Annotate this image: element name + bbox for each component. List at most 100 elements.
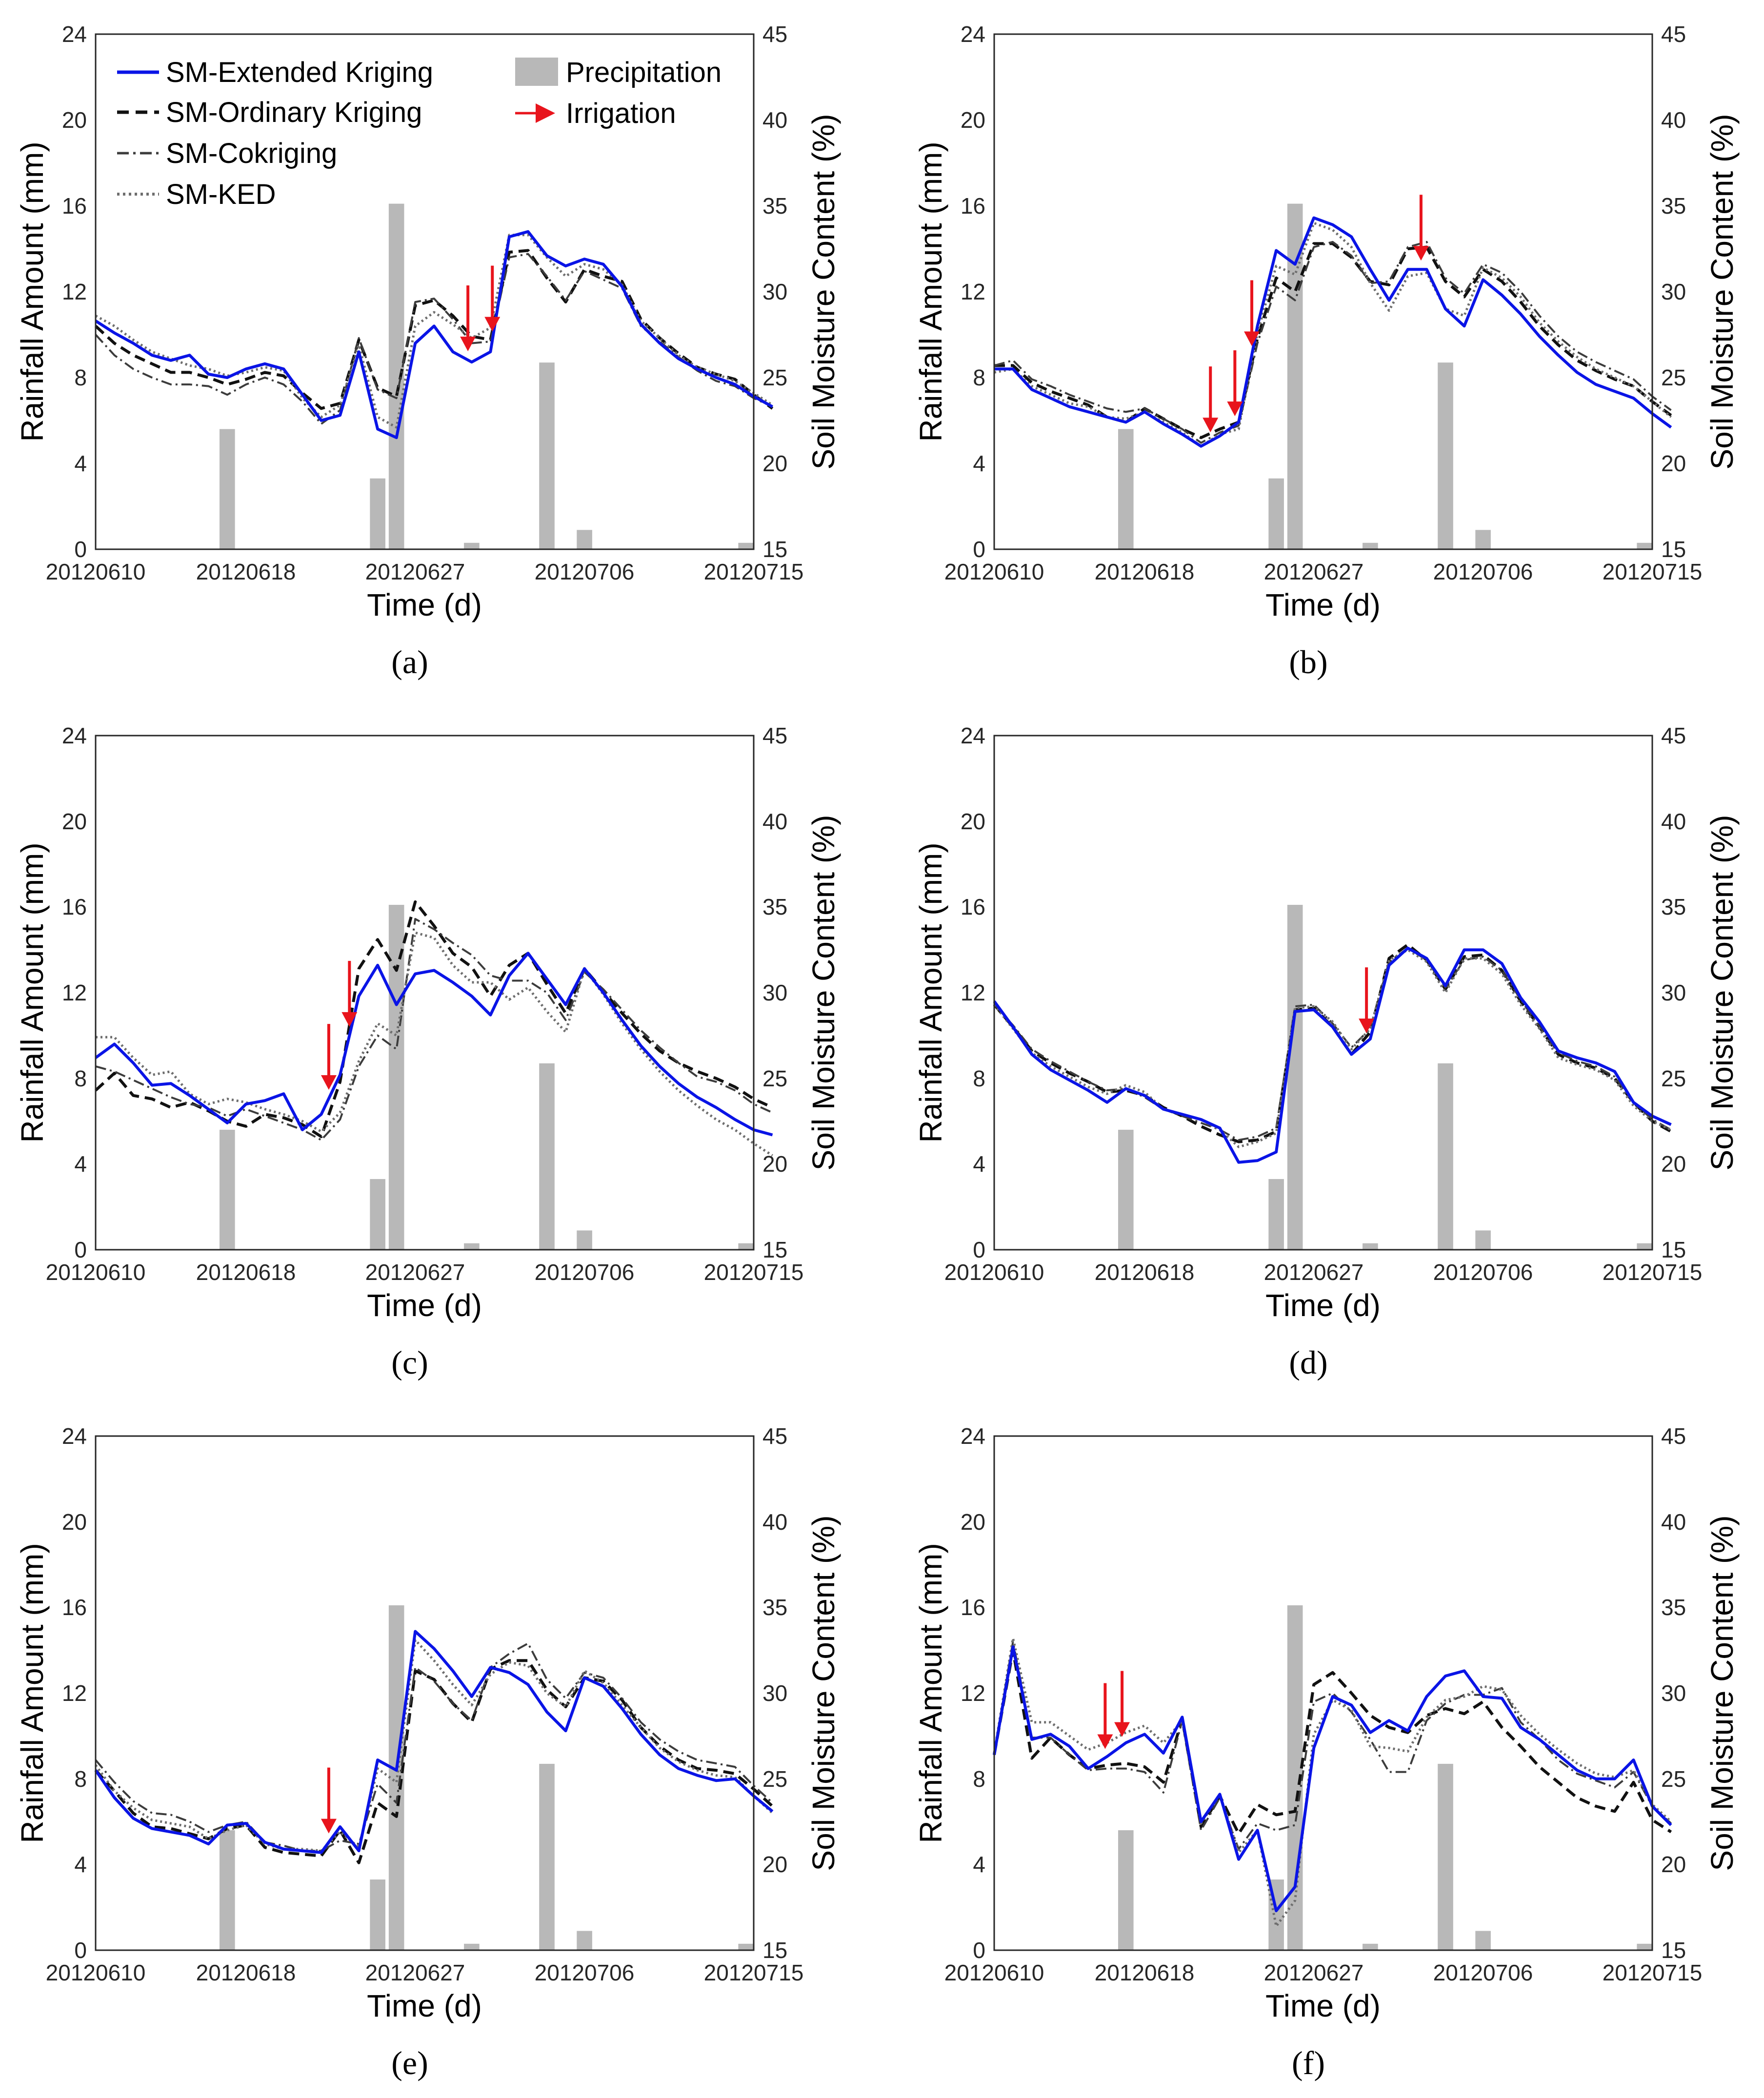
irrigation-arrow-head — [460, 337, 476, 352]
panel-d-bars — [1118, 904, 1652, 1250]
series-line-cokriging — [95, 1642, 773, 1852]
series-line-ordinary — [993, 943, 1672, 1143]
panel-b-frame — [993, 33, 1653, 550]
panel-f-right-tick: 40 — [1661, 1509, 1686, 1535]
panel-f-left-tick: 0 — [973, 1938, 985, 1963]
legend-swatch-precip — [515, 58, 558, 86]
panel-a-x-tick: 20120618 — [196, 559, 296, 584]
panel-a-caption: (a) — [391, 643, 428, 680]
panel-c-x-tick: 20120706 — [535, 1259, 635, 1285]
panel-c-left-label: Rainfall Amount (mm) — [15, 842, 50, 1142]
panel-c-right-label: Soil Moisture Content (%) — [806, 815, 841, 1170]
panel-c-arrows — [321, 960, 358, 1090]
panel-d-left-tick: 4 — [973, 1151, 985, 1177]
series-line-ked — [993, 1637, 1672, 1928]
panel-d-x-tick: 20120706 — [1433, 1259, 1533, 1285]
panel-f-caption: (f) — [1292, 2044, 1325, 2081]
irrigation-arrow-head — [1097, 1734, 1113, 1749]
precip-bar — [464, 1943, 480, 1950]
panel-e-right-tick: 15 — [762, 1938, 787, 1963]
panel-d-left-tick: 24 — [961, 723, 985, 748]
precip-bar — [1438, 1763, 1453, 1950]
panel-b-arrows — [1203, 195, 1429, 433]
panel-f-left-tick: 12 — [961, 1680, 985, 1706]
precip-bar — [1268, 1179, 1284, 1250]
panel-d-right-tick: 45 — [1661, 723, 1686, 748]
panel-b-right-tick: 40 — [1661, 107, 1686, 133]
panel-e-left-tick: 24 — [62, 1423, 87, 1449]
panel-f-left-tick: 24 — [961, 1423, 985, 1449]
panel-f-lines — [993, 1637, 1672, 1928]
precip-bar — [464, 1243, 480, 1250]
precip-bar — [219, 429, 235, 549]
series-line-ordinary — [94, 249, 774, 410]
panel-d-right-tick: 25 — [1661, 1066, 1686, 1091]
panel-e-right-tick: 45 — [762, 1423, 787, 1449]
panel-d-right-label: Soil Moisture Content (%) — [1704, 815, 1740, 1170]
irrigation-arrow-head — [321, 1818, 337, 1834]
panel-c-right-tick: 45 — [762, 723, 787, 748]
panel-d-caption: (d) — [1289, 1344, 1327, 1381]
series-line-extended — [94, 1630, 774, 1854]
panel-a-right-tick: 15 — [762, 537, 787, 562]
series-line-ordinary — [994, 242, 1672, 440]
precip-bar — [1363, 542, 1378, 549]
irrigation-arrow-head — [1244, 331, 1260, 346]
panel-d-right-tick: 30 — [1661, 980, 1686, 1005]
panel-a-bars — [219, 203, 754, 550]
panel-e-left-label: Rainfall Amount (mm) — [15, 1543, 50, 1843]
panel-e-right-label: Soil Moisture Content (%) — [806, 1515, 841, 1871]
panel-f-right-tick: 30 — [1661, 1680, 1686, 1706]
series-line-extended — [95, 952, 773, 1137]
panel-c-right-tick: 20 — [762, 1151, 787, 1177]
panel-e-right-tick: 25 — [762, 1766, 787, 1792]
legend: SM-Extended Kriging SM-Ordinary Kriging … — [117, 57, 722, 210]
panel-e-right-ticks: 15 20 25 30 35 40 45 — [762, 1423, 787, 1963]
panel-d-left-tick: 12 — [961, 980, 985, 1005]
precip-bar — [539, 1763, 555, 1950]
panel-b-left-tick: 8 — [973, 365, 985, 390]
panel-b-right-tick: 30 — [1661, 279, 1686, 304]
panel-e-bars — [219, 1605, 754, 1950]
panel-d-x-tick: 20120627 — [1264, 1259, 1364, 1285]
panel-e-arrows — [321, 1767, 337, 1834]
panel-b-left-tick: 0 — [973, 537, 985, 562]
panel-f-right-ticks: 15 20 25 30 35 40 45 — [1661, 1423, 1686, 1963]
panel-d-lines — [993, 943, 1672, 1164]
panel-f-right-tick: 20 — [1661, 1852, 1686, 1877]
panel-d-arrows — [1359, 967, 1375, 1034]
panel-a-right-ticks: 15 20 25 30 35 40 45 — [762, 21, 787, 562]
irrigation-arrow-head — [1359, 1019, 1375, 1034]
precip-bar — [388, 1605, 404, 1950]
panel-a-lines — [94, 230, 774, 440]
panel-d-x-tick: 20120618 — [1095, 1259, 1195, 1285]
panel-a-left-tick: 8 — [74, 365, 87, 390]
series-line-extended — [993, 946, 1672, 1164]
panel-a-x-tick: 20120610 — [46, 559, 146, 584]
panel-d-left-tick: 0 — [973, 1237, 985, 1262]
panel-a-left-tick: 12 — [62, 279, 87, 304]
panel-a: 0 4 8 12 16 20 24 15 20 25 30 35 40 45 2… — [15, 21, 841, 680]
panel-e-left-tick: 20 — [62, 1509, 87, 1535]
panel-a-left-tick: 20 — [62, 107, 87, 133]
panel-b-bars — [1118, 203, 1652, 550]
series-line-ked — [993, 948, 1672, 1148]
panel-c-right-ticks: 15 20 25 30 35 40 45 — [762, 723, 787, 1262]
precip-bar — [539, 362, 555, 549]
irrigation-arrow-head — [1227, 401, 1243, 417]
panel-a-left-tick: 16 — [62, 193, 87, 219]
panel-e-x-tick: 20120618 — [196, 1960, 296, 1985]
legend-item-irrigation: Irrigation — [515, 98, 676, 129]
irrigation-arrow-head — [341, 1012, 358, 1027]
panel-b: 0 4 8 12 16 20 24 15 20 25 30 35 40 45 2… — [913, 21, 1740, 680]
panel-a-right-tick: 20 — [762, 451, 787, 476]
panel-f-x-label: Time (d) — [1265, 1988, 1381, 2023]
panel-b-x-tick: 20120627 — [1264, 559, 1364, 584]
panel-a-x-tick: 20120706 — [535, 559, 635, 584]
precip-bar — [577, 530, 592, 549]
panel-f-x-tick: 20120627 — [1264, 1960, 1364, 1985]
panel-d-right-tick: 35 — [1661, 894, 1686, 919]
precip-bar — [1438, 362, 1453, 549]
panel-c-x-ticks: 20120610 20120618 20120627 20120706 2012… — [46, 1259, 804, 1285]
